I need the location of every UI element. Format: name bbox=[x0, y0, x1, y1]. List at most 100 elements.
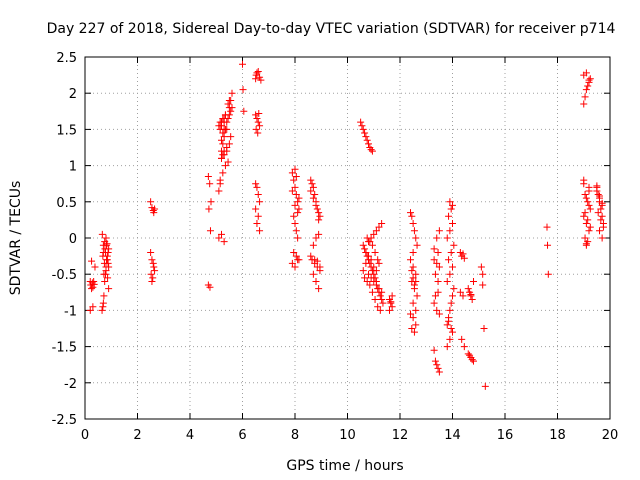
data-point bbox=[368, 241, 376, 249]
data-point bbox=[378, 288, 386, 296]
data-point bbox=[309, 270, 317, 278]
data-point bbox=[467, 290, 475, 298]
data-point bbox=[292, 191, 300, 199]
data-point bbox=[434, 288, 442, 296]
y-tick-label: -2.5 bbox=[52, 413, 77, 428]
data-point bbox=[220, 125, 228, 133]
data-point bbox=[372, 281, 380, 289]
data-point bbox=[311, 191, 319, 199]
y-tick-label: 0.5 bbox=[56, 196, 77, 211]
data-point bbox=[358, 122, 366, 130]
data-point bbox=[254, 118, 262, 126]
data-point bbox=[598, 199, 606, 207]
data-point bbox=[103, 240, 111, 248]
data-point bbox=[98, 230, 106, 238]
data-point bbox=[150, 209, 158, 217]
data-point bbox=[368, 147, 376, 155]
data-point bbox=[379, 299, 387, 307]
data-point bbox=[370, 230, 378, 238]
data-point bbox=[456, 288, 464, 296]
data-point bbox=[407, 209, 414, 217]
data-point bbox=[316, 263, 324, 271]
data-point bbox=[102, 234, 110, 242]
data-point bbox=[219, 140, 227, 148]
data-point bbox=[252, 75, 260, 83]
data-point bbox=[101, 277, 109, 285]
data-point bbox=[147, 270, 155, 278]
data-point bbox=[288, 169, 296, 177]
data-point bbox=[312, 277, 320, 285]
data-point bbox=[464, 350, 472, 358]
data-point bbox=[447, 299, 455, 307]
data-point bbox=[378, 220, 386, 228]
data-point bbox=[227, 107, 235, 115]
data-point bbox=[598, 234, 606, 242]
data-point bbox=[447, 248, 455, 256]
data-point bbox=[431, 270, 439, 278]
data-point bbox=[593, 182, 601, 190]
data-point bbox=[99, 248, 107, 256]
data-point bbox=[313, 205, 321, 213]
data-point bbox=[100, 259, 108, 267]
data-point bbox=[407, 310, 414, 318]
y-tick-label: 1.5 bbox=[56, 123, 77, 138]
data-point bbox=[445, 317, 453, 325]
data-point bbox=[599, 223, 607, 231]
data-point bbox=[86, 306, 94, 314]
data-point bbox=[362, 259, 370, 267]
data-point bbox=[240, 107, 248, 115]
data-point bbox=[431, 292, 439, 300]
data-point bbox=[445, 212, 453, 220]
data-point bbox=[375, 285, 383, 293]
data-point bbox=[582, 86, 590, 94]
data-point bbox=[215, 234, 223, 242]
data-point bbox=[413, 292, 421, 300]
data-point bbox=[374, 256, 382, 264]
data-point bbox=[431, 357, 439, 365]
data-point bbox=[206, 227, 214, 235]
data-point bbox=[470, 277, 477, 285]
axis-ticks: 0 2 4 6 8 10 12 14 16 18 20 2.5 2 1.5 1 0.5 0 -0.5 -1 -1.5 -… bbox=[52, 51, 619, 443]
data-point bbox=[446, 306, 454, 314]
data-point bbox=[218, 136, 225, 144]
data-point bbox=[375, 259, 383, 267]
x-tick-label: 16 bbox=[497, 428, 514, 443]
data-point bbox=[479, 270, 487, 278]
data-point bbox=[313, 257, 321, 265]
data-point bbox=[388, 292, 396, 300]
data-point bbox=[430, 346, 438, 354]
data-point bbox=[89, 303, 97, 311]
data-point bbox=[449, 328, 456, 336]
data-point bbox=[315, 230, 323, 238]
data-point bbox=[239, 86, 247, 94]
grid-lines bbox=[85, 57, 610, 419]
data-point bbox=[596, 227, 603, 235]
data-point bbox=[253, 183, 261, 191]
data-point bbox=[458, 335, 466, 343]
data-point bbox=[466, 351, 474, 359]
data-point bbox=[315, 285, 323, 293]
data-point bbox=[292, 252, 300, 260]
data-point bbox=[288, 187, 296, 195]
data-point bbox=[412, 321, 420, 329]
data-point bbox=[151, 267, 159, 275]
data-point bbox=[207, 198, 215, 206]
data-point bbox=[596, 192, 603, 200]
data-point bbox=[98, 306, 106, 314]
data-point bbox=[290, 212, 298, 220]
data-point bbox=[361, 129, 369, 137]
data-point bbox=[409, 299, 417, 307]
x-tick-label: 0 bbox=[81, 428, 89, 443]
data-points bbox=[86, 60, 607, 390]
data-point bbox=[239, 60, 246, 68]
data-point bbox=[410, 281, 418, 289]
data-point bbox=[580, 100, 588, 108]
data-point bbox=[291, 201, 299, 209]
data-point bbox=[361, 274, 369, 282]
data-point bbox=[361, 245, 369, 253]
data-point bbox=[253, 115, 261, 123]
data-point bbox=[372, 267, 380, 275]
data-point bbox=[446, 335, 454, 343]
data-point bbox=[291, 220, 299, 228]
